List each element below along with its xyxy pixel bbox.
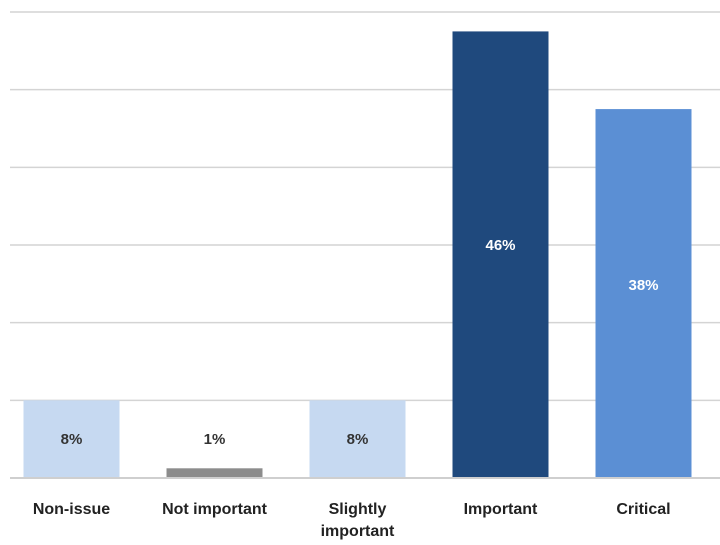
bar-not-important bbox=[166, 468, 263, 478]
category-label: Slightly important bbox=[321, 501, 395, 540]
bar-critical bbox=[595, 109, 692, 478]
category-label-line: Important bbox=[464, 501, 538, 518]
category-label-line: Critical bbox=[616, 501, 670, 518]
category-label-line: Slightly bbox=[329, 501, 387, 518]
category-labels: Non-issue Not important Slightly important I… bbox=[33, 501, 671, 540]
category-label: Critical bbox=[616, 501, 670, 518]
category-label-line: Not important bbox=[162, 501, 268, 518]
category-label-line: important bbox=[321, 523, 395, 540]
value-label: 1% bbox=[204, 431, 226, 448]
value-labels: 8% 1% 8% 46% 38% bbox=[61, 237, 659, 448]
bar-important bbox=[452, 31, 549, 479]
value-label: 8% bbox=[347, 431, 369, 448]
bars bbox=[23, 31, 692, 479]
value-label: 38% bbox=[628, 277, 658, 294]
value-label: 46% bbox=[485, 237, 515, 254]
category-label: Important bbox=[464, 501, 538, 518]
category-label: Non-issue bbox=[33, 501, 110, 518]
bar-non-issue bbox=[23, 400, 120, 478]
bar-slightly-important bbox=[309, 400, 406, 478]
category-label: Not important bbox=[162, 501, 268, 518]
value-label: 8% bbox=[61, 431, 83, 448]
category-label-line: Non-issue bbox=[33, 501, 110, 518]
